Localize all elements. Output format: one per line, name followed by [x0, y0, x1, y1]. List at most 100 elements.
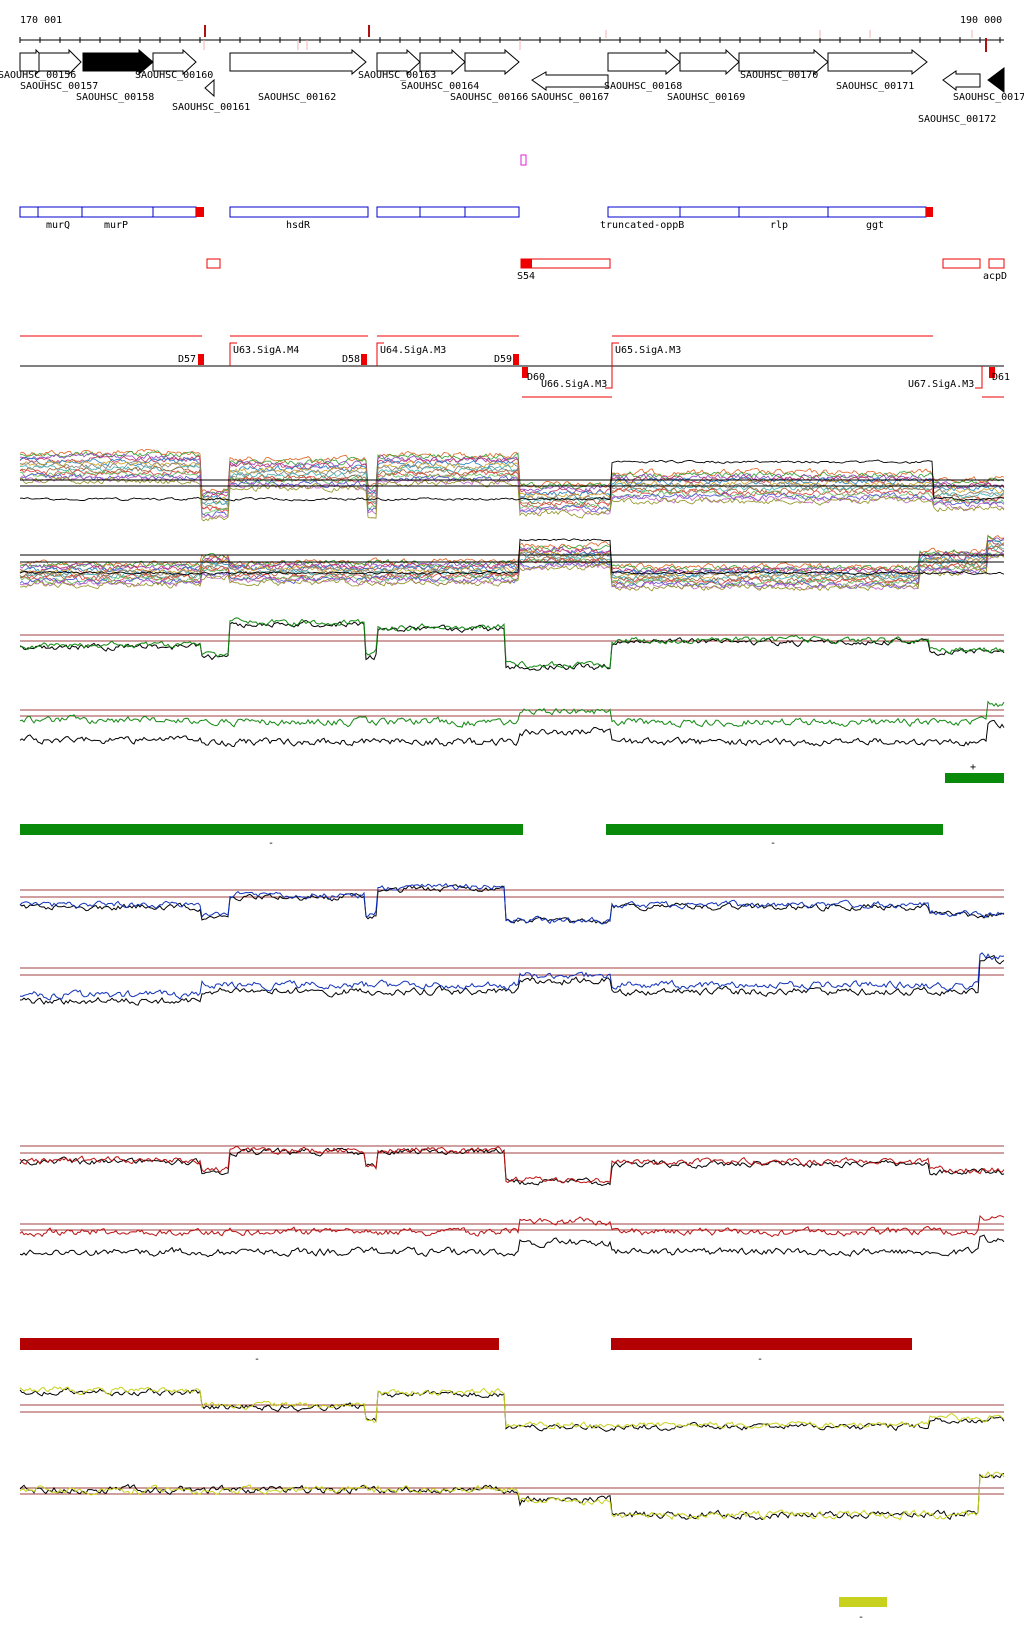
- gene-label: SAOUHSC_00162: [258, 92, 336, 103]
- terminator-label: D58: [342, 354, 360, 365]
- operon-box[interactable]: [229, 206, 369, 218]
- operon-box[interactable]: [376, 206, 520, 218]
- gene-arrow-00158[interactable]: [82, 48, 154, 76]
- gene-arrow-00170[interactable]: [738, 48, 829, 76]
- sample-trace-plus: [19, 476, 1005, 522]
- green-bar-sign: -: [268, 838, 274, 849]
- axis-end-label: 190 000: [960, 15, 1002, 26]
- magenta-feature[interactable]: [520, 154, 527, 166]
- promoter-label: U67.SigA.M3: [908, 379, 974, 390]
- reference-trace: [19, 884, 1005, 925]
- gene-track: SAOUHSC_00156 SAOUHSC_00157 SAOUHSC_0015…: [0, 48, 1024, 125]
- terminator-d59[interactable]: [513, 354, 519, 365]
- terminator-d57[interactable]: [198, 354, 204, 365]
- gene-arrow-00169[interactable]: [679, 48, 740, 76]
- sample-trace-plus-high: [19, 459, 1005, 502]
- condition-trace: [19, 882, 1005, 925]
- red-region-bar[interactable]: [20, 1338, 499, 1350]
- sample-trace-plus: [19, 465, 1005, 511]
- terminator-d61[interactable]: [989, 367, 995, 378]
- sample-trace-plus: [19, 450, 1005, 497]
- operon-box[interactable]: [607, 206, 927, 218]
- operon-end-mark: [926, 207, 933, 217]
- feature-box[interactable]: [206, 258, 221, 269]
- gene-label: SAOUHSC_0017: [953, 92, 1024, 103]
- red-bar-sign: -: [757, 1354, 763, 1365]
- gene-label: SAOUHSC_00161: [172, 102, 250, 113]
- sample-trace-minus: [19, 542, 1005, 581]
- gene-arrow-00172[interactable]: [942, 70, 981, 92]
- green-bar-sign: -: [770, 838, 776, 849]
- feature-box[interactable]: [942, 258, 981, 269]
- gene-label: SAOUHSC_00168: [604, 81, 682, 92]
- gene-arrow-00160[interactable]: [152, 48, 197, 76]
- terminator-d58[interactable]: [361, 354, 367, 365]
- promoter-label: U65.SigA.M3: [615, 345, 681, 356]
- feature-box-s54-start: [521, 259, 532, 268]
- terminator-label: D60: [527, 372, 545, 383]
- condition-trace: [19, 1215, 1005, 1238]
- feature-box-s54[interactable]: [520, 258, 611, 269]
- reference-trace: [19, 1473, 1005, 1521]
- sample-trace-minus: [19, 534, 1005, 572]
- axis-start-label: 170 001: [20, 15, 62, 26]
- condition-trace: [19, 700, 1005, 728]
- feature-label: S54: [517, 271, 535, 282]
- sample-trace-minus: [19, 547, 1005, 586]
- gene-label: SAOUHSC_00156: [0, 70, 76, 81]
- operon-box[interactable]: [19, 206, 197, 218]
- condition-trace: [19, 1145, 1005, 1184]
- promoter-label: U63.SigA.M4: [233, 345, 299, 356]
- sample-trace-plus: [19, 469, 1005, 513]
- yellow-bar-sign: -: [858, 1612, 864, 1623]
- gene-label: SAOUHSC_00157: [20, 81, 98, 92]
- gene-arrow-00157[interactable]: [38, 48, 82, 76]
- gene-arrow-00168[interactable]: [607, 48, 681, 76]
- reference-trace: [19, 1387, 1005, 1432]
- condition-trace: [19, 1386, 1005, 1430]
- gene-label: SAOUHSC_00172: [918, 114, 996, 125]
- gene-arrow-00164[interactable]: [419, 48, 466, 76]
- terminator-d60[interactable]: [522, 367, 528, 378]
- gene-label: SAOUHSC_00167: [531, 92, 609, 103]
- condition-trace: [20, 617, 1005, 670]
- green-region-bar[interactable]: [606, 824, 943, 835]
- sample-trace-plus: [19, 456, 1005, 503]
- reference-trace: [19, 719, 1005, 748]
- green-region-bar[interactable]: [945, 773, 1004, 783]
- sample-trace-minus: [19, 537, 1005, 575]
- gene-label: SAOUHSC_00158: [76, 92, 154, 103]
- reference-trace: [19, 954, 1005, 1006]
- operon-label: murQ: [46, 220, 70, 231]
- gene-label: SAOUHSC_00169: [667, 92, 745, 103]
- red-region-bar[interactable]: [611, 1338, 912, 1350]
- gene-arrow-00163[interactable]: [376, 48, 421, 76]
- yellow-region-bar[interactable]: [839, 1597, 887, 1607]
- gene-arrow-00167[interactable]: [531, 71, 609, 91]
- promoter-label: U66.SigA.M3: [541, 379, 607, 390]
- reference-trace: [19, 1147, 1005, 1187]
- gene-arrow-00161[interactable]: [204, 78, 215, 98]
- reference-trace: [19, 1234, 1005, 1258]
- gene-arrow-00173[interactable]: [987, 67, 1005, 93]
- operon-label: ggt: [866, 220, 884, 231]
- gene-arrow-00166[interactable]: [464, 48, 520, 76]
- green-region-bar[interactable]: [20, 824, 523, 835]
- gene-arrow-00171[interactable]: [827, 48, 928, 76]
- promoter-label: U64.SigA.M3: [380, 345, 446, 356]
- coordinate-axis: 170 001 190 000: [19, 15, 1004, 52]
- feature-box-acpd[interactable]: [988, 258, 1005, 269]
- condition-trace: [19, 1471, 1005, 1521]
- transcription-track: U63.SigA.M4 U64.SigA.M3 U65.SigA.M3 U66.…: [20, 335, 1010, 398]
- feature-track: S54 acpD: [206, 258, 1007, 282]
- sample-trace-plus: [19, 464, 1005, 508]
- sample-trace-minus: [19, 545, 1005, 585]
- condition-trace: [19, 952, 1005, 1001]
- gene-arrow-00162[interactable]: [229, 48, 367, 76]
- terminator-label: D57: [178, 354, 196, 365]
- region-bars: + - - - - -: [20, 762, 1004, 1623]
- gene-label: SAOUHSC_00160: [135, 70, 213, 81]
- operon-label: murP: [104, 220, 128, 231]
- green-bar-sign: +: [970, 762, 976, 773]
